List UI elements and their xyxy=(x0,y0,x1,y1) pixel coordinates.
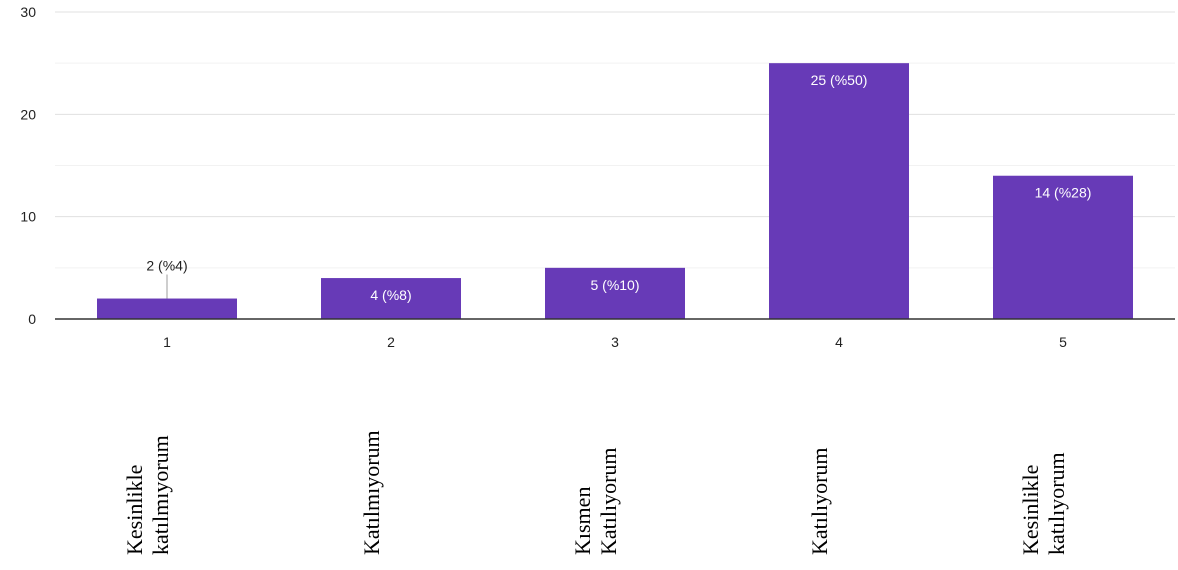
y-tick-label: 10 xyxy=(20,209,36,225)
x-axis-ticks: 1 2 3 4 5 xyxy=(163,334,1067,350)
x-tick-label: 5 xyxy=(1059,334,1067,350)
bar xyxy=(993,175,1133,319)
category-description: Katılmıyorum xyxy=(359,430,384,555)
data-labels: 2 (%4) 4 (%8) 5 (%10) 25 (%50) 14 (%28) xyxy=(146,72,1091,303)
bar xyxy=(545,267,685,319)
y-axis-ticks: 0 10 20 30 xyxy=(20,4,36,327)
category-description: Katılıyorum xyxy=(596,447,621,555)
category-descriptions: Kesinlikle katılmıyorum Katılmıyorum Kısmen… xyxy=(122,430,1069,555)
data-label: 14 (%28) xyxy=(1035,185,1092,201)
data-label: 5 (%10) xyxy=(590,277,639,293)
bar xyxy=(321,278,461,319)
y-tick-label: 0 xyxy=(28,311,36,327)
gridlines xyxy=(55,11,1175,269)
category-description: Kesinlikle xyxy=(1018,465,1043,555)
data-label: 4 (%8) xyxy=(370,287,411,303)
x-tick-label: 2 xyxy=(387,334,395,350)
y-tick-label: 30 xyxy=(20,4,36,20)
category-description: Kısmen xyxy=(570,487,595,555)
bar xyxy=(97,298,237,319)
category-description: Katılıyorum xyxy=(807,447,832,555)
category-description: katılıyorum xyxy=(1044,452,1069,555)
data-label: 25 (%50) xyxy=(811,72,868,88)
category-description: katılmıyorum xyxy=(148,435,173,555)
data-label: 2 (%4) xyxy=(146,258,187,274)
x-tick-label: 3 xyxy=(611,334,619,350)
category-description: Kesinlikle xyxy=(122,465,147,555)
bars xyxy=(97,63,1133,319)
x-tick-label: 4 xyxy=(835,334,843,350)
bar xyxy=(769,63,909,319)
y-tick-label: 20 xyxy=(20,106,36,122)
x-tick-label: 1 xyxy=(163,334,171,350)
